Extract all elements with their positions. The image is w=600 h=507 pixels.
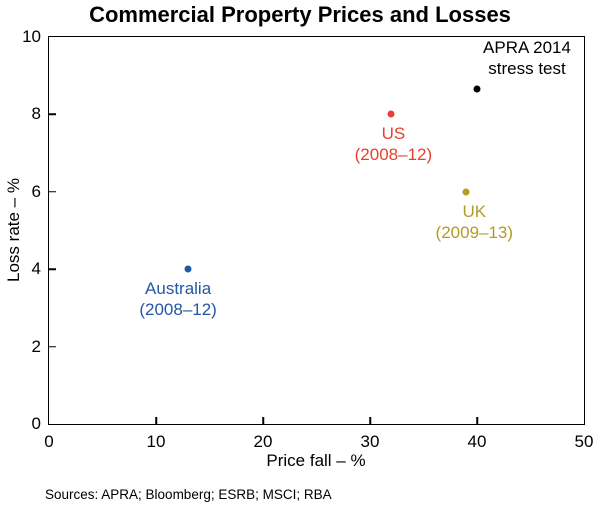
x-tick-label: 40: [467, 432, 487, 451]
chart-title: Commercial Property Prices and Losses: [89, 2, 511, 27]
data-point-us: [387, 110, 395, 118]
x-tick-mark: [155, 417, 157, 424]
y-axis-label: Loss rate – %: [4, 178, 23, 282]
y-tick-label: 4: [31, 259, 41, 279]
x-tick-mark: [476, 417, 478, 424]
y-tick-mark: [49, 191, 56, 193]
y-tick-label: 0: [31, 414, 41, 433]
y-tick-label: 8: [31, 104, 41, 124]
y-tick-mark: [49, 113, 56, 116]
y-tick-label: 2: [31, 336, 41, 356]
data-point-australia: [184, 265, 192, 273]
point-label-us: US (2008–12): [354, 124, 433, 165]
x-tick-label: 0: [44, 432, 54, 451]
point-label-uk: UK (2009–13): [435, 201, 514, 242]
y-tick-mark: [49, 345, 56, 348]
x-tick-mark: [262, 417, 264, 424]
data-point-apra-stress-test: [473, 85, 481, 93]
y-tick-label: 6: [31, 181, 41, 201]
point-label-australia: Australia (2008–12): [139, 279, 217, 320]
x-tick-label: 20: [253, 432, 273, 451]
y-tick-mark: [49, 268, 56, 270]
x-tick-label: 10: [146, 432, 166, 451]
point-label-apra-stress-test: APRA 2014 stress test: [483, 38, 571, 79]
x-axis-label: Price fall – %: [266, 451, 366, 470]
x-tick-label: 30: [360, 432, 380, 451]
y-tick-label: 10: [22, 27, 41, 46]
plot-area: 0 2 4 6 8 10 0 10 20 30 40 50 Australia (2008–12) US (2…: [22, 27, 593, 451]
x-tick-label: 50: [574, 432, 594, 451]
source-note: Sources: APRA; Bloomberg; ESRB; MSCI; RB…: [45, 487, 332, 502]
data-point-uk: [462, 188, 470, 196]
x-tick-mark: [369, 417, 371, 424]
